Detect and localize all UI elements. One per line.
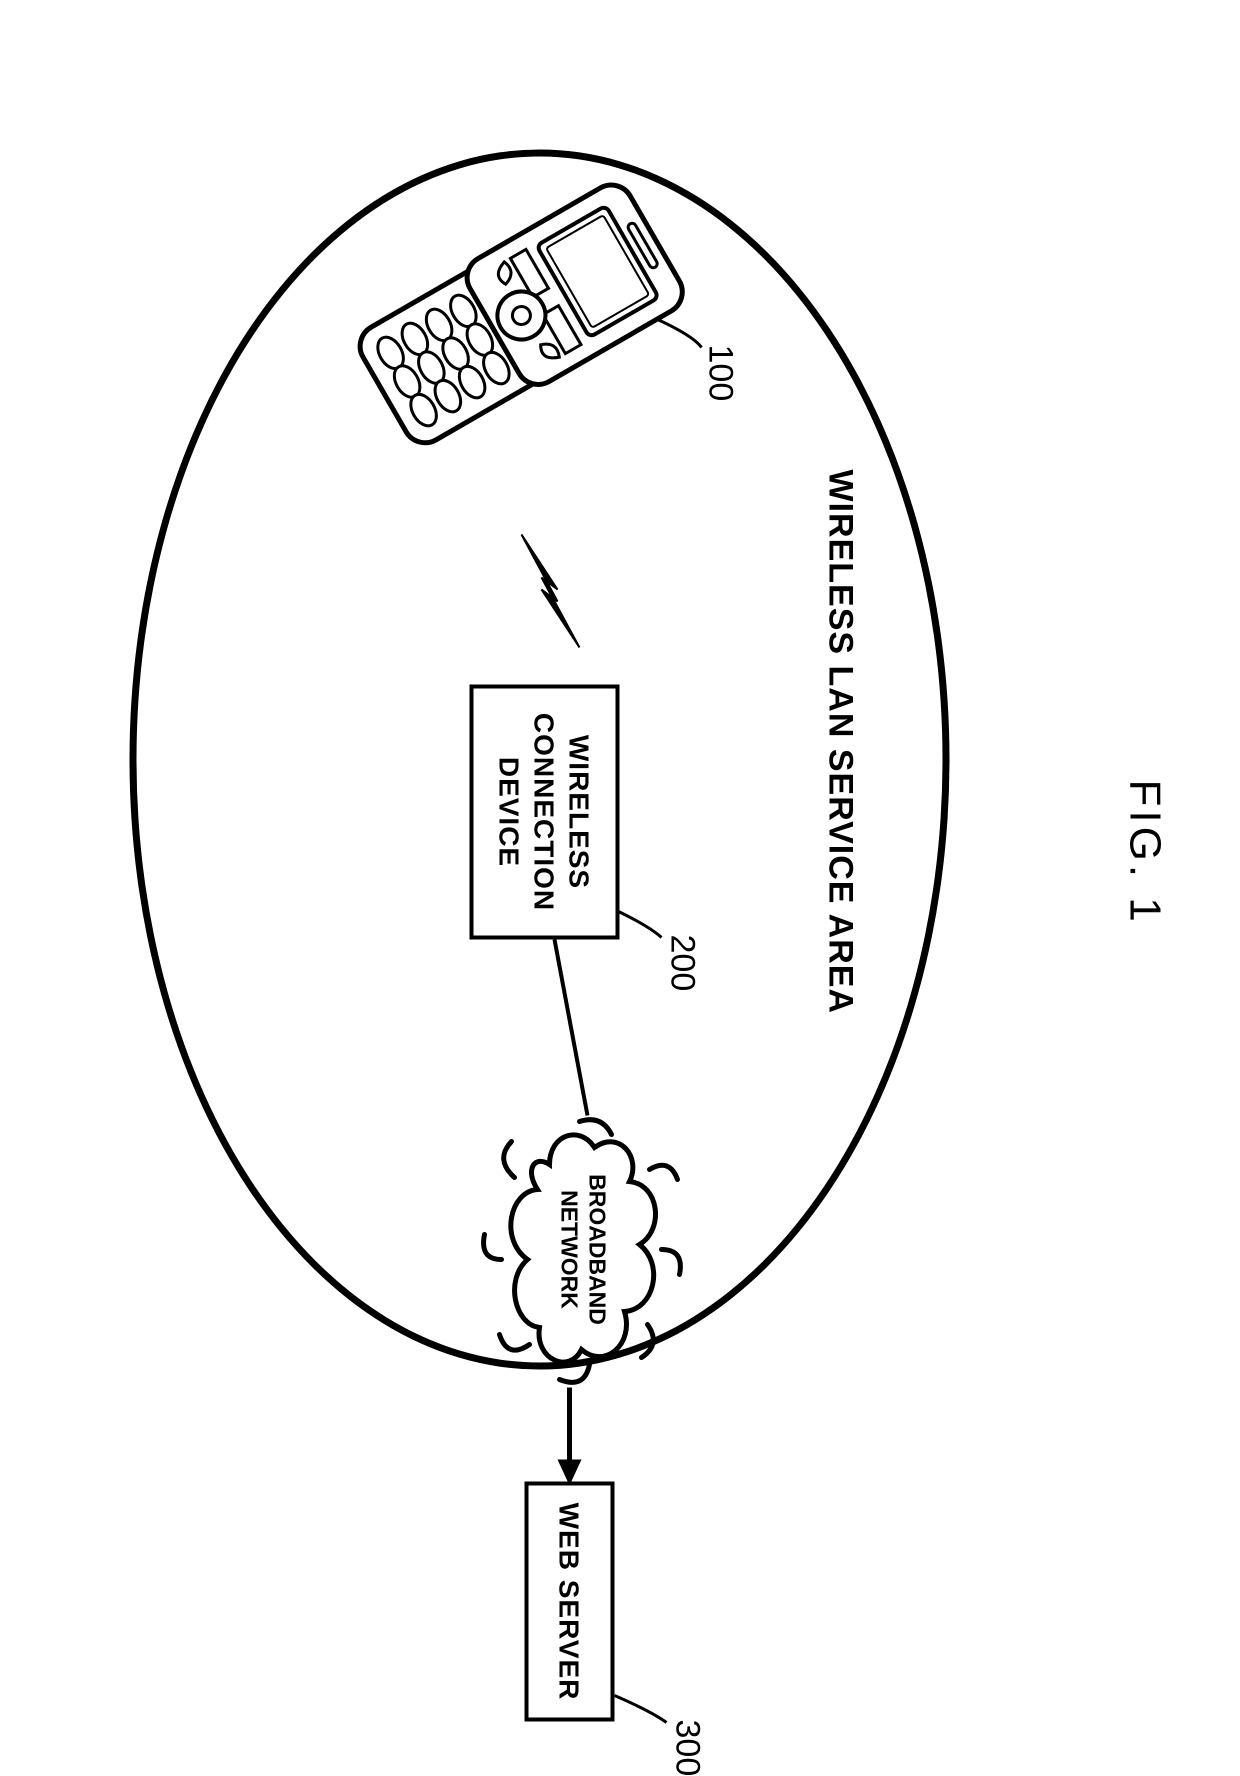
wcd-line2: CONNECTION <box>529 713 560 911</box>
wcd-ref-number: 200 <box>663 935 702 992</box>
broadband-network-cloud-icon: BROADBAND NETWORK <box>470 1100 700 1400</box>
cloud-line1: BROADBAND <box>585 1174 611 1325</box>
web-server-ref-leader <box>610 1690 670 1740</box>
web-server-label: WEB SERVER <box>552 1503 587 1701</box>
cloud-line2: NETWORK <box>557 1190 583 1309</box>
figure-title: FIG. 1 <box>1120 780 1170 926</box>
wcd-ref-leader <box>610 905 665 955</box>
wireless-link-bolt-icon <box>490 520 600 660</box>
service-area-label: WIRELESS LAN SERVICE AREA <box>821 470 860 1015</box>
cloud-to-server-arrow <box>550 1388 590 1488</box>
web-server-ref-number: 300 <box>668 1720 707 1776</box>
diagram-canvas: FIG. 1 WIRELESS LAN SERVICE AREA 100 <box>0 0 1240 1759</box>
web-server-box: WEB SERVER <box>525 1482 615 1722</box>
wcd-line1: WIRELESS <box>564 735 595 889</box>
wireless-connection-device-box: WIRELESS CONNECTION DEVICE <box>470 685 620 940</box>
phone-ref-number: 100 <box>701 345 740 402</box>
wcd-line3: DEVICE <box>494 757 525 867</box>
